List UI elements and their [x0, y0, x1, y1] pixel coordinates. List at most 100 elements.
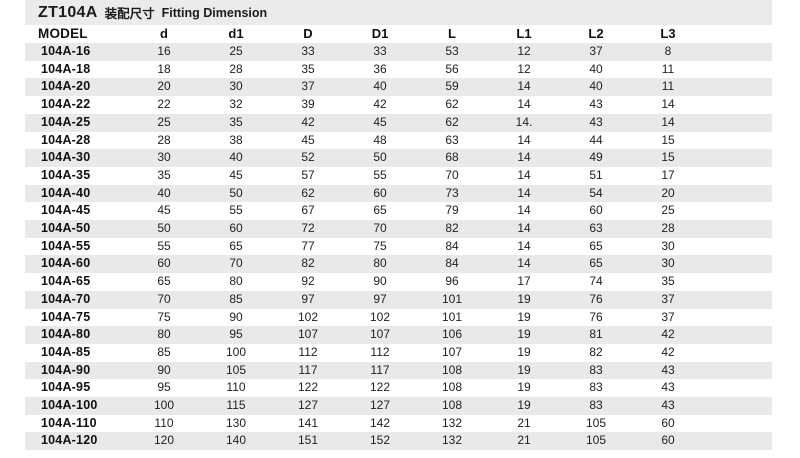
- value-cell-D1: 127: [369, 398, 391, 413]
- value-cell-L2: 51: [589, 167, 603, 182]
- value-cell-D: 151: [297, 433, 319, 448]
- value-cell-L1: 14: [517, 79, 531, 94]
- value-cell-L3: 43: [661, 398, 675, 413]
- spacer-cell: [704, 114, 772, 132]
- spacer-cell: [704, 344, 772, 362]
- value-cell-L2: 43: [589, 114, 603, 129]
- value-cell-L: 101: [441, 309, 463, 324]
- spacer-cell: [704, 96, 772, 114]
- value-cell-L3: 37: [661, 309, 675, 324]
- value-cell-d: 110: [154, 415, 174, 430]
- value-cell-L2: 83: [589, 380, 603, 395]
- value-cell-D: 52: [301, 150, 315, 165]
- value-cell-L: 62: [445, 114, 459, 129]
- value-cell-L3: 17: [661, 167, 675, 182]
- value-cell-d: 20: [157, 79, 171, 94]
- value-cell-d: 30: [157, 150, 171, 165]
- value-cell-L1: 14: [517, 221, 531, 236]
- value-cell-d1: 85: [229, 291, 243, 306]
- model-cell: 104A-80: [41, 327, 91, 342]
- value-cell-L: 101: [441, 291, 463, 306]
- value-cell-L: 108: [441, 362, 463, 377]
- table-row: 104A-18 18 28 35 36 56 12 40 11: [25, 61, 772, 79]
- value-cell-D1: 75: [373, 238, 387, 253]
- table-row: 104A-70 70 85 97 97 101 19 76 37: [25, 290, 772, 309]
- model-cell: 104A-65: [41, 274, 91, 289]
- table-row: 104A-75 75 90 102 102 101 19 76 37: [25, 309, 772, 327]
- spacer-cell: [704, 273, 772, 291]
- model-cell: 104A-22: [41, 97, 91, 112]
- table-row: 104A-22 22 32 39 42 62 14 43 14: [25, 96, 772, 114]
- value-cell-L3: 15: [661, 150, 675, 165]
- value-cell-L2: 44: [589, 132, 603, 147]
- value-cell-D: 127: [297, 398, 319, 413]
- value-cell-D: 33: [301, 44, 315, 58]
- value-cell-L2: 54: [589, 185, 603, 200]
- table-row: 104A-16 16 25 33 33 53 12 37 8: [25, 43, 772, 61]
- value-cell-d1: 80: [229, 274, 243, 289]
- value-cell-D: 37: [301, 79, 315, 94]
- model-cell: 104A-40: [41, 185, 91, 200]
- value-cell-L1: 14.: [515, 114, 533, 129]
- value-cell-L2: 65: [589, 256, 603, 271]
- value-cell-L: 79: [445, 203, 459, 218]
- model-cell: 104A-70: [41, 291, 91, 306]
- value-cell-L3: 11: [661, 79, 675, 94]
- table-head: MODEL d d1 D D1 L L1 L2 L3: [25, 25, 772, 43]
- value-cell-L: 132: [441, 433, 463, 448]
- value-cell-d: 80: [157, 327, 171, 342]
- spacer-cell: [704, 167, 772, 185]
- value-cell-L1: 14: [517, 238, 531, 253]
- value-cell-L2: 37: [589, 44, 603, 58]
- spacer-cell: [704, 185, 772, 203]
- table-row: 104A-95 95 110 122 122 108 19 83 43: [25, 379, 772, 397]
- value-cell-d: 35: [157, 167, 171, 182]
- value-cell-L2: 43: [589, 97, 603, 112]
- header-D1: D1: [371, 26, 389, 41]
- model-cell: 104A-100: [41, 398, 98, 413]
- header-L1: L1: [516, 26, 532, 41]
- value-cell-L3: 42: [661, 327, 675, 342]
- value-cell-L1: 14: [517, 203, 531, 218]
- table-row: 104A-65 65 80 92 90 96 17 74 35: [25, 273, 772, 291]
- table-row: 104A-110 110 130 141 142 132 21 105 60: [25, 415, 772, 433]
- value-cell-L2: 49: [589, 150, 603, 165]
- spacer-cell: [704, 255, 772, 273]
- value-cell-L3: 20: [661, 185, 675, 200]
- value-cell-d1: 65: [229, 238, 243, 253]
- value-cell-D1: 33: [373, 44, 387, 58]
- value-cell-d: 25: [157, 114, 171, 129]
- value-cell-d1: 95: [229, 327, 243, 342]
- spacer-cell: [704, 397, 772, 415]
- table-row: 104A-80 80 95 107 107 106 19 81 42: [25, 326, 772, 344]
- value-cell-L1: 14: [517, 256, 531, 271]
- value-cell-D: 92: [301, 274, 315, 289]
- value-cell-L1: 19: [517, 362, 531, 377]
- spacer-cell: [704, 202, 772, 220]
- model-cell: 104A-90: [41, 362, 91, 377]
- value-cell-D1: 40: [373, 79, 387, 94]
- header-D: D: [303, 26, 313, 41]
- value-cell-L3: 30: [661, 238, 675, 253]
- spacer-cell: [704, 309, 772, 327]
- value-cell-L2: 65: [589, 238, 603, 253]
- model-cell: 104A-60: [41, 256, 91, 271]
- spacer-cell: [704, 432, 772, 450]
- value-cell-L: 82: [445, 221, 459, 236]
- value-cell-d1: 70: [229, 256, 243, 271]
- model-cell: 104A-75: [41, 309, 91, 324]
- value-cell-d: 60: [157, 256, 171, 271]
- value-cell-d: 95: [157, 380, 171, 395]
- value-cell-d1: 140: [225, 433, 247, 448]
- value-cell-L2: 63: [589, 221, 603, 236]
- value-cell-d: 100: [153, 398, 175, 413]
- value-cell-L: 132: [441, 415, 463, 430]
- value-cell-L: 70: [445, 167, 459, 182]
- value-cell-d: 45: [157, 203, 171, 218]
- value-cell-D: 117: [298, 362, 318, 377]
- value-cell-D1: 50: [373, 150, 387, 165]
- value-cell-d: 120: [153, 433, 175, 448]
- value-cell-L1: 19: [517, 309, 531, 324]
- value-cell-L2: 82: [589, 344, 603, 359]
- value-cell-L2: 60: [589, 203, 603, 218]
